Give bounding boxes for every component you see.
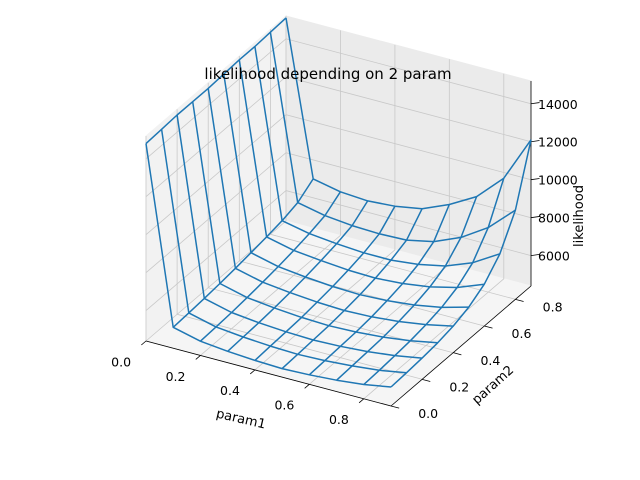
wireframe-line (238, 59, 485, 289)
tick-marks (141, 102, 540, 409)
x-gridline (145, 16, 287, 342)
y-axis-line (390, 285, 532, 407)
wireframe-line (176, 114, 423, 359)
z-tick (530, 102, 540, 105)
y-tick (515, 298, 524, 302)
y-tick (484, 325, 493, 329)
y-tick-label: 0.0 (418, 406, 438, 421)
z-tick (530, 254, 540, 257)
wireframe-line (191, 101, 438, 344)
z-axis-label: likelihood (572, 185, 587, 247)
x-tick (141, 340, 147, 346)
y-tick-label: 0.6 (512, 326, 532, 341)
z-gridline (145, 76, 532, 198)
axis-lines (145, 81, 532, 407)
wireframe-line (160, 129, 407, 374)
y-gridline (176, 109, 423, 380)
x-tick-label: 0.6 (274, 398, 294, 413)
wireframe-line (390, 139, 532, 388)
wireframe-line (281, 208, 423, 370)
tick-labels: 0.0 0.2 0.4 0.6 0.8 0.0 0.2 0.4 0.6 0.8 6000 8000 10… (111, 97, 578, 427)
y-tick (422, 378, 431, 382)
y-tick-label: 0.2 (449, 380, 469, 395)
z-gridline (145, 152, 532, 274)
z-tick-label: 12000 (538, 135, 578, 150)
y-gridline (207, 82, 454, 354)
x-gridline (363, 73, 505, 400)
z-tick-label: 6000 (538, 249, 570, 264)
chart-title: likelihood depending on 2 param (204, 65, 451, 83)
wireframe-line (145, 17, 287, 145)
y-gridline (269, 29, 516, 300)
x-tick (249, 369, 256, 375)
x-tick (195, 355, 201, 360)
grid-lines (145, 16, 532, 407)
wireframe-line (269, 32, 516, 243)
wireframe-line (223, 73, 469, 309)
x-tick (358, 398, 365, 404)
y-tick (453, 352, 462, 356)
z-tick (530, 216, 540, 219)
z-tick-label: 8000 (538, 211, 570, 226)
axes-panes (144, 14, 533, 407)
z-gridline (145, 114, 532, 236)
wireframe-line (308, 204, 450, 376)
wireframe-line (172, 178, 314, 328)
z-tick-label: 10000 (538, 173, 578, 188)
wireframe-line (363, 177, 505, 386)
wireframe-line (199, 191, 342, 342)
y-tick (390, 405, 400, 409)
z-tick-label: 14000 (538, 97, 578, 112)
x-gridline (254, 44, 396, 371)
y-tick-label: 0.8 (543, 300, 563, 315)
wireframe-line (227, 200, 369, 352)
z-tick (530, 178, 540, 181)
x-tick-label: 0.4 (220, 383, 240, 398)
x-tick-label: 0.8 (329, 412, 349, 427)
z-gridline (145, 38, 532, 160)
y-gridline (238, 56, 485, 327)
x-tick-label: 0.0 (111, 354, 131, 369)
z-gridline (145, 190, 532, 311)
z-tick (530, 140, 540, 143)
wireframe-line (145, 143, 392, 388)
wireframe-line (254, 46, 501, 267)
wireframe-line (254, 205, 396, 361)
wireframe-surface (145, 17, 532, 388)
x-tick-label: 0.2 (166, 369, 186, 384)
x-axis-line (145, 340, 392, 407)
wireframe-line (285, 17, 532, 210)
wireframe-line (336, 196, 478, 381)
x-gridline (200, 30, 341, 356)
x-gridline (309, 59, 450, 385)
wireframe-line (207, 88, 454, 327)
x-tick (304, 384, 310, 389)
y-tick-label: 0.4 (480, 353, 500, 368)
